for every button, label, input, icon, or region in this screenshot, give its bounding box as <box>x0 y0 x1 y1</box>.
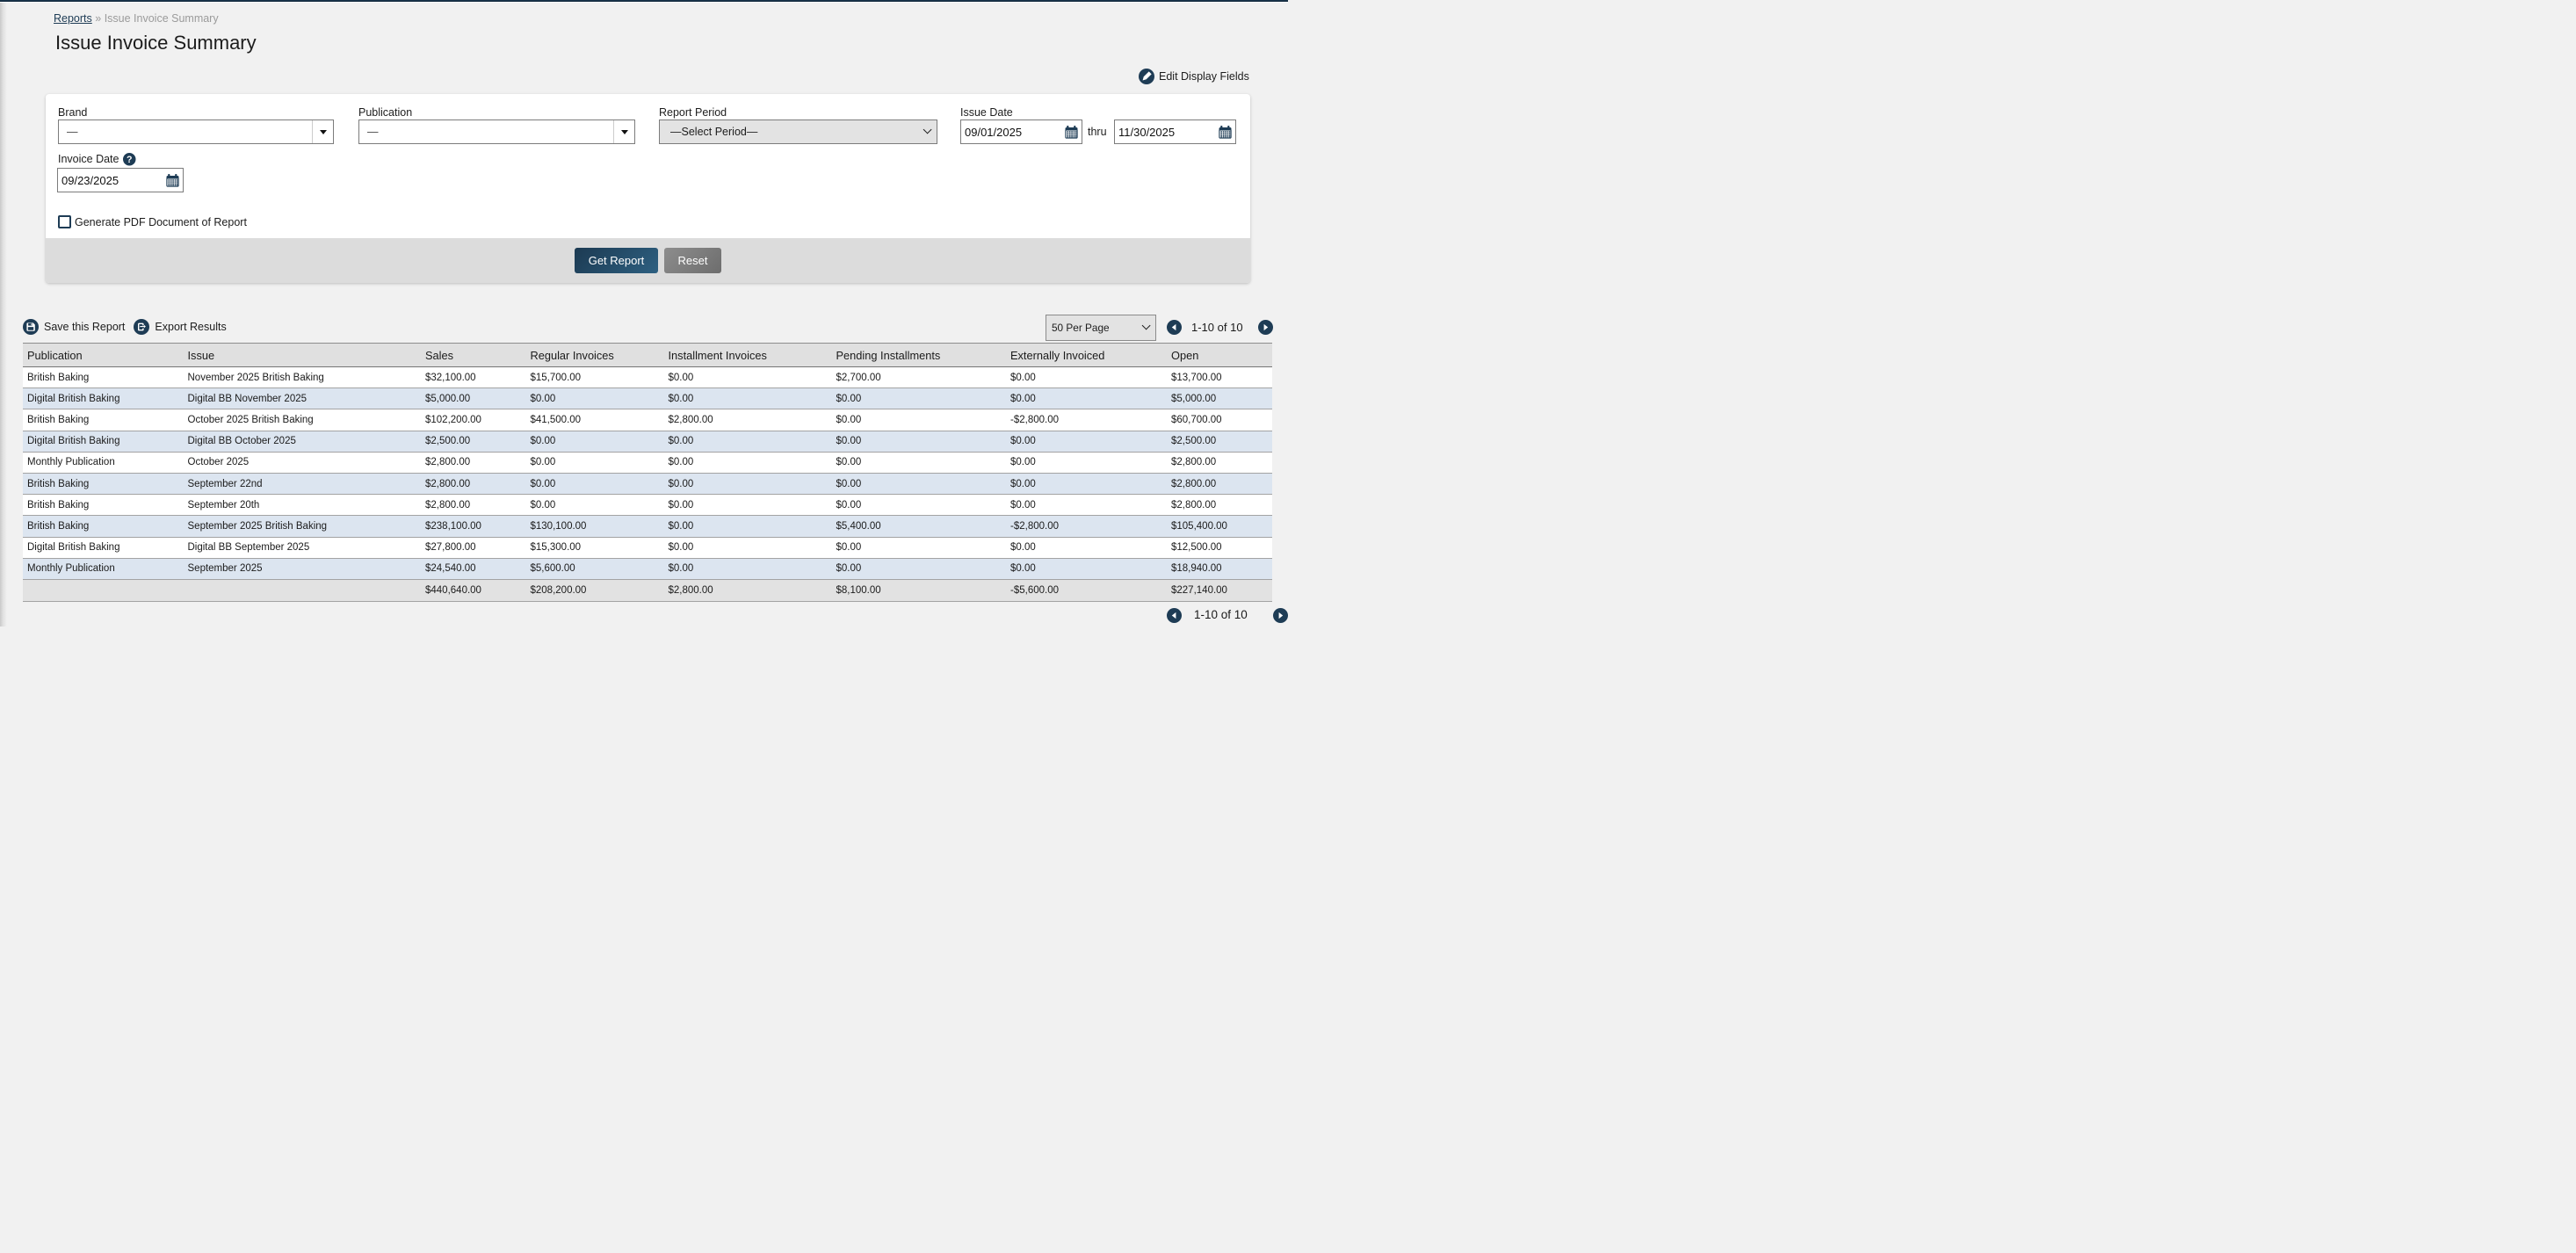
svg-text:?: ? <box>127 155 133 165</box>
